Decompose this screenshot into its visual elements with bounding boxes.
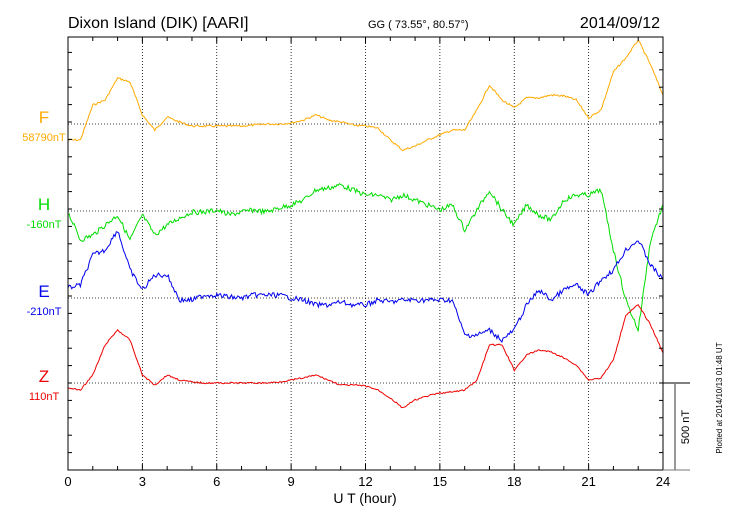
series-line-z bbox=[67, 304, 664, 409]
x-tick-label: 24 bbox=[656, 474, 670, 489]
grid bbox=[68, 37, 663, 470]
chart-date: 2014/09/12 bbox=[580, 15, 660, 32]
baseline-value-h: -160nT bbox=[27, 219, 62, 231]
x-tick-label: 12 bbox=[358, 474, 372, 489]
x-tick-label: 15 bbox=[433, 474, 447, 489]
x-tick-label: 3 bbox=[139, 474, 146, 489]
component-label-f: F bbox=[39, 108, 49, 127]
series-group bbox=[67, 39, 664, 409]
series-line-f bbox=[67, 39, 664, 152]
series-line-h bbox=[67, 182, 664, 332]
x-tick-label: 0 bbox=[64, 474, 71, 489]
x-tick-label: 21 bbox=[581, 474, 595, 489]
x-tick-label: 18 bbox=[507, 474, 521, 489]
component-label-e: E bbox=[38, 282, 49, 301]
x-tick-label: 6 bbox=[213, 474, 220, 489]
x-tick-label: 9 bbox=[288, 474, 295, 489]
series-line-e bbox=[67, 231, 664, 344]
component-label-z: Z bbox=[39, 367, 49, 386]
component-labels: F 58790nT H -160nT E -210nT Z 110nT bbox=[22, 108, 66, 403]
plotted-note: Plotted at 2014/10/13 01:48 UT bbox=[715, 342, 724, 453]
baseline-value-f: 58790nT bbox=[22, 132, 66, 144]
baseline-value-z: 110nT bbox=[29, 391, 60, 403]
component-label-h: H bbox=[38, 195, 50, 214]
station-coords: GG ( 73.55°, 80.57°) bbox=[368, 19, 469, 31]
chart-title: Dixon Island (DIK) [AARI] bbox=[68, 15, 249, 32]
baseline-value-e: -210nT bbox=[27, 306, 62, 318]
x-axis-label: U T (hour) bbox=[333, 490, 396, 506]
scale-bar-label: 500 nT bbox=[680, 410, 692, 445]
axes: 0 3 6 9 12 15 18 21 24 bbox=[64, 36, 690, 489]
